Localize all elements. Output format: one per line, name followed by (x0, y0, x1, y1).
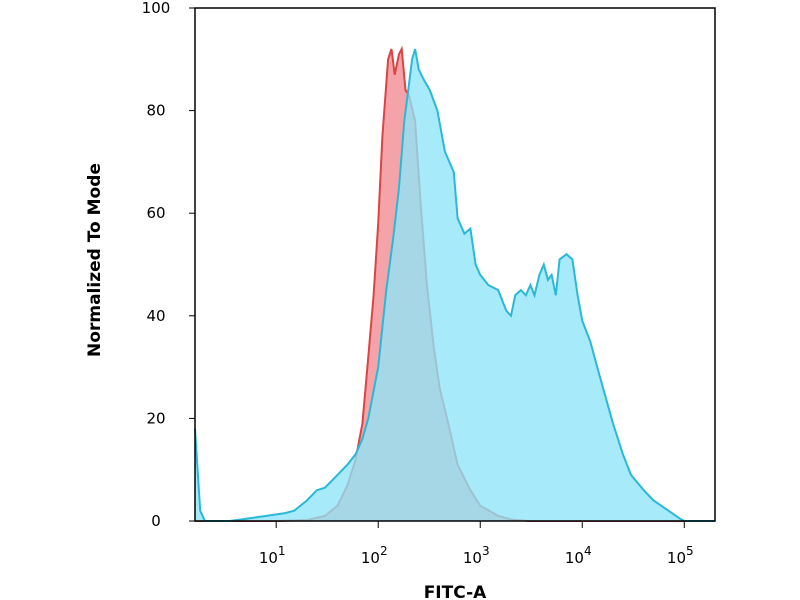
series-layer (194, 45, 715, 522)
x-axis-title: FITC-A (424, 583, 487, 600)
series-2-area (195, 49, 715, 521)
x-axis-ticks: 101 102 103 104 105 (259, 521, 694, 567)
x-tick-label: 101 (259, 544, 286, 567)
x-tick-label: 102 (361, 544, 388, 567)
y-tick-label: 80 (146, 102, 165, 120)
x-tick-label: 105 (667, 544, 694, 567)
series-2-line (194, 48, 715, 522)
y-tick-label: 100 (142, 0, 171, 17)
x-tick-label: 103 (463, 544, 490, 567)
plot-frame (194, 7, 716, 522)
y-tick-label: 60 (146, 204, 165, 222)
x-tick-label: 104 (565, 544, 592, 567)
y-tick-label: 20 (146, 409, 165, 427)
y-axis-ticks: 0 20 40 60 80 100 (142, 0, 195, 530)
y-axis-title: Normalized To Mode (85, 163, 105, 357)
y-tick-label: 40 (146, 307, 165, 325)
y-tick-label: 0 (151, 512, 161, 530)
